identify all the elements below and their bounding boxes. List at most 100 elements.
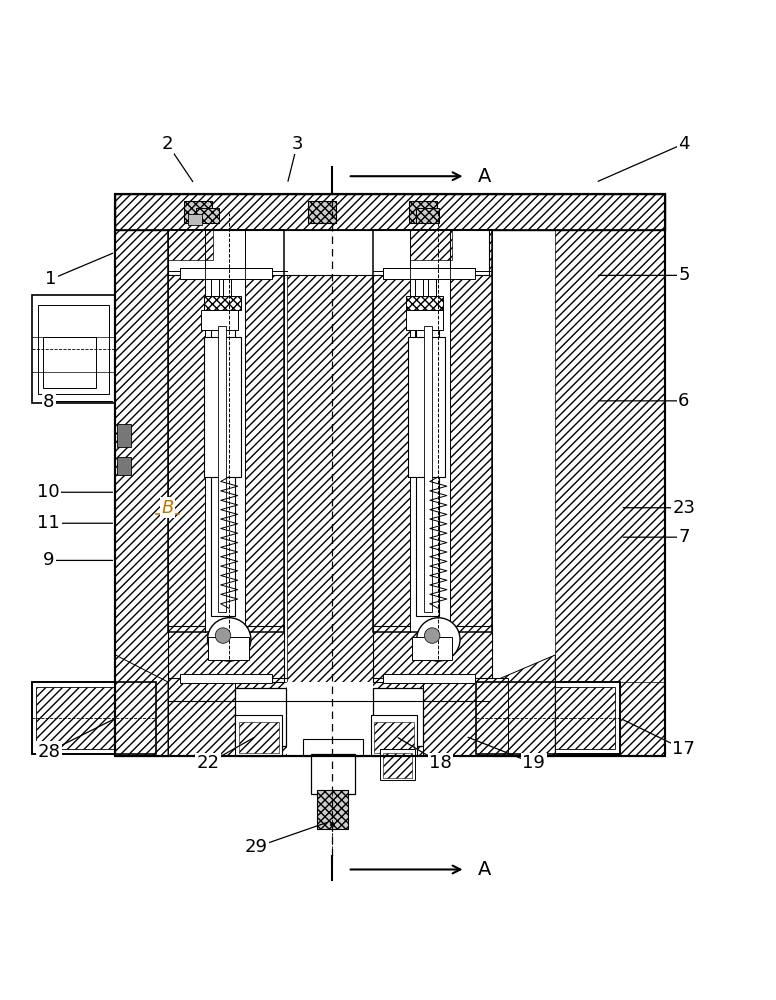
- Bar: [410, 230, 452, 260]
- Bar: [168, 230, 205, 632]
- Bar: [168, 230, 489, 275]
- Bar: [116, 194, 665, 756]
- Bar: [374, 722, 414, 753]
- Bar: [116, 194, 665, 230]
- Bar: [116, 682, 665, 756]
- Bar: [116, 194, 665, 230]
- Bar: [211, 322, 234, 616]
- Polygon shape: [116, 682, 168, 756]
- Bar: [476, 682, 619, 754]
- Bar: [116, 194, 665, 230]
- Bar: [424, 326, 432, 612]
- Text: 23: 23: [672, 499, 695, 517]
- Bar: [372, 230, 492, 632]
- Text: 7: 7: [678, 528, 690, 546]
- Bar: [32, 295, 116, 403]
- Bar: [211, 275, 219, 337]
- Bar: [168, 626, 284, 682]
- Bar: [184, 201, 212, 223]
- Bar: [310, 754, 355, 794]
- Bar: [371, 715, 417, 756]
- Bar: [481, 687, 615, 749]
- Bar: [428, 275, 436, 337]
- Bar: [383, 268, 475, 279]
- Bar: [416, 322, 439, 616]
- Bar: [32, 682, 156, 754]
- Bar: [32, 682, 156, 754]
- Bar: [317, 790, 348, 829]
- Circle shape: [424, 628, 440, 643]
- Bar: [117, 457, 131, 475]
- Bar: [372, 688, 423, 746]
- Text: 5: 5: [678, 266, 690, 284]
- Polygon shape: [492, 655, 556, 756]
- Bar: [287, 682, 372, 756]
- Bar: [476, 682, 619, 754]
- Circle shape: [215, 628, 230, 643]
- Bar: [556, 194, 665, 756]
- Circle shape: [207, 618, 251, 661]
- Text: 8: 8: [43, 393, 54, 411]
- Bar: [416, 208, 439, 223]
- Text: 1: 1: [45, 270, 57, 288]
- Bar: [412, 637, 452, 660]
- Text: 18: 18: [429, 754, 452, 772]
- Bar: [287, 194, 372, 756]
- Bar: [235, 715, 282, 756]
- Bar: [38, 305, 109, 394]
- Bar: [383, 753, 412, 778]
- Text: A: A: [478, 167, 491, 186]
- Text: 4: 4: [678, 135, 690, 153]
- Text: 3: 3: [292, 135, 303, 153]
- Text: 28: 28: [37, 743, 61, 761]
- Bar: [372, 200, 492, 682]
- Bar: [372, 626, 492, 682]
- Polygon shape: [116, 655, 168, 756]
- Bar: [383, 674, 475, 683]
- Bar: [450, 230, 492, 632]
- Bar: [168, 200, 287, 682]
- Polygon shape: [492, 682, 556, 756]
- Bar: [372, 230, 410, 632]
- Bar: [423, 678, 508, 756]
- Circle shape: [417, 618, 460, 661]
- Bar: [168, 678, 235, 756]
- Text: 6: 6: [678, 392, 690, 410]
- Bar: [408, 337, 445, 477]
- Bar: [168, 230, 213, 260]
- Bar: [200, 310, 237, 330]
- Text: A: A: [478, 860, 491, 879]
- Text: 17: 17: [673, 740, 695, 758]
- Bar: [238, 722, 279, 753]
- Text: 10: 10: [37, 483, 60, 501]
- Bar: [406, 296, 443, 310]
- Text: 9: 9: [43, 551, 54, 569]
- Bar: [36, 687, 151, 749]
- Bar: [380, 749, 415, 780]
- Bar: [409, 201, 437, 223]
- Bar: [117, 424, 131, 447]
- Text: B: B: [161, 499, 173, 517]
- Bar: [303, 739, 363, 756]
- Bar: [235, 688, 286, 746]
- Bar: [116, 194, 665, 756]
- Bar: [218, 326, 226, 612]
- Bar: [180, 268, 272, 279]
- Bar: [410, 230, 450, 632]
- Text: 22: 22: [197, 754, 220, 772]
- Bar: [203, 296, 241, 310]
- Bar: [116, 194, 168, 756]
- Bar: [203, 337, 241, 477]
- Text: 19: 19: [522, 754, 545, 772]
- Bar: [406, 310, 443, 330]
- Bar: [188, 214, 202, 225]
- Bar: [180, 674, 272, 683]
- Bar: [116, 194, 665, 756]
- Bar: [208, 637, 248, 660]
- Bar: [415, 275, 423, 337]
- Text: 11: 11: [37, 514, 60, 532]
- Bar: [223, 275, 230, 337]
- Text: 2: 2: [161, 135, 173, 153]
- Bar: [196, 208, 219, 223]
- Bar: [205, 230, 245, 632]
